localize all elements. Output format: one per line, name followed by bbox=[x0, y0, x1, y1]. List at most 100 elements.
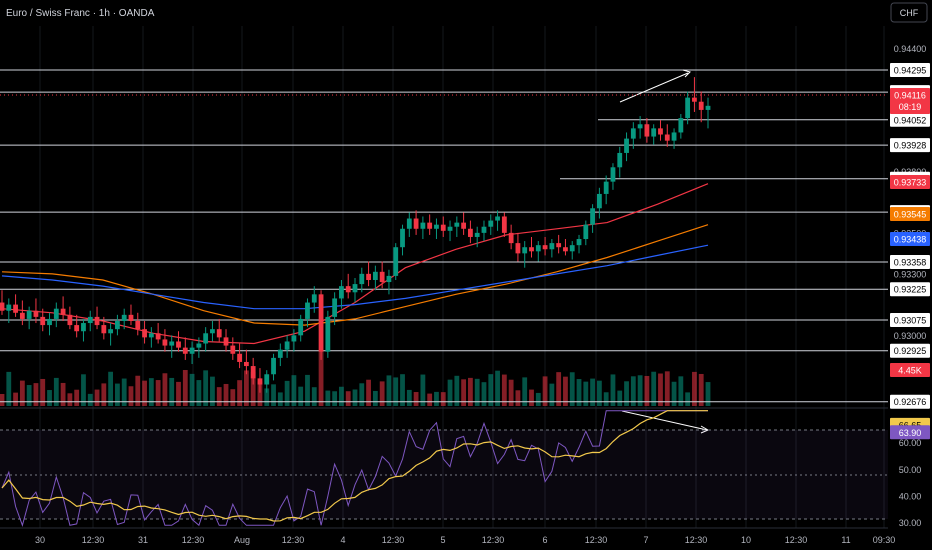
candle-body[interactable] bbox=[366, 273, 371, 280]
candle-body[interactable] bbox=[311, 294, 317, 303]
candle-body[interactable] bbox=[142, 329, 147, 338]
candle-body[interactable] bbox=[501, 216, 507, 233]
candle-body[interactable] bbox=[583, 224, 589, 240]
candle-body[interactable] bbox=[216, 329, 222, 338]
candle-body[interactable] bbox=[230, 345, 236, 354]
candle-body[interactable] bbox=[359, 273, 365, 285]
candle-body[interactable] bbox=[345, 286, 351, 293]
candle-body[interactable] bbox=[440, 224, 446, 231]
candle-body[interactable] bbox=[81, 323, 86, 332]
candle-body[interactable] bbox=[19, 312, 25, 319]
candle-body[interactable] bbox=[250, 366, 256, 379]
rsi-pane[interactable] bbox=[0, 407, 888, 527]
candle-body[interactable] bbox=[576, 239, 582, 246]
candle-body[interactable] bbox=[495, 216, 500, 221]
candle-body[interactable] bbox=[563, 247, 568, 252]
candle-body[interactable] bbox=[339, 286, 344, 299]
candle-body[interactable] bbox=[372, 271, 378, 280]
candle-body[interactable] bbox=[658, 128, 663, 135]
candle-body[interactable] bbox=[74, 325, 80, 332]
candle-body[interactable] bbox=[155, 333, 161, 340]
candle-body[interactable] bbox=[624, 138, 629, 153]
candle-body[interactable] bbox=[603, 181, 609, 194]
candle-body[interactable] bbox=[400, 228, 405, 248]
candle-body[interactable] bbox=[596, 193, 602, 209]
candle-body[interactable] bbox=[508, 232, 514, 244]
candle-body[interactable] bbox=[13, 304, 18, 313]
candle-body[interactable] bbox=[379, 271, 385, 283]
candle-body[interactable] bbox=[94, 316, 100, 326]
candle-body[interactable] bbox=[182, 347, 188, 354]
candle-body[interactable] bbox=[33, 310, 39, 317]
candle-body[interactable] bbox=[277, 349, 283, 358]
candle-body[interactable] bbox=[6, 304, 12, 311]
candle-body[interactable] bbox=[617, 152, 623, 168]
candle-body[interactable] bbox=[210, 329, 215, 334]
candle-body[interactable] bbox=[284, 341, 290, 350]
candle-body[interactable] bbox=[420, 222, 426, 229]
candle-body[interactable] bbox=[291, 335, 297, 342]
trend-arrow-price[interactable] bbox=[619, 72, 689, 103]
candle-body[interactable] bbox=[53, 308, 59, 319]
candle-body[interactable] bbox=[305, 302, 310, 319]
candle-body[interactable] bbox=[468, 228, 473, 237]
candle-body[interactable] bbox=[203, 333, 209, 344]
candle-body[interactable] bbox=[569, 245, 575, 252]
candle-body[interactable] bbox=[318, 294, 324, 352]
candle-body[interactable] bbox=[590, 208, 595, 225]
candle-body[interactable] bbox=[454, 222, 460, 227]
candle-body[interactable] bbox=[67, 314, 73, 326]
candles[interactable] bbox=[0, 77, 711, 393]
candle-body[interactable] bbox=[176, 341, 181, 348]
candle-body[interactable] bbox=[325, 316, 331, 352]
candle-body[interactable] bbox=[542, 245, 548, 250]
candle-body[interactable] bbox=[169, 341, 175, 346]
candle-body[interactable] bbox=[556, 243, 562, 248]
candle-body[interactable] bbox=[461, 222, 467, 229]
candle-body[interactable] bbox=[692, 97, 697, 102]
candle-body[interactable] bbox=[264, 374, 270, 385]
candle-body[interactable] bbox=[644, 124, 650, 137]
candle-body[interactable] bbox=[237, 353, 242, 362]
candle-body[interactable] bbox=[108, 329, 114, 334]
candle-body[interactable] bbox=[610, 167, 616, 182]
candle-body[interactable] bbox=[637, 124, 643, 129]
candle-body[interactable] bbox=[243, 361, 249, 367]
candle-body[interactable] bbox=[87, 316, 93, 324]
candle-body[interactable] bbox=[47, 318, 52, 326]
candle-body[interactable] bbox=[529, 247, 534, 252]
candle-body[interactable] bbox=[352, 284, 358, 293]
candle-body[interactable] bbox=[26, 310, 32, 319]
candle-body[interactable] bbox=[522, 247, 528, 254]
candle-body[interactable] bbox=[60, 308, 66, 315]
candle-body[interactable] bbox=[698, 101, 704, 110]
candle-body[interactable] bbox=[515, 243, 521, 254]
candle-body[interactable] bbox=[481, 226, 487, 233]
candle-body[interactable] bbox=[406, 218, 412, 229]
candle-body[interactable] bbox=[434, 224, 439, 229]
candle-body[interactable] bbox=[121, 314, 127, 321]
candle-body[interactable] bbox=[630, 128, 636, 139]
candle-body[interactable] bbox=[474, 232, 480, 237]
candle-body[interactable] bbox=[223, 337, 229, 346]
candle-body[interactable] bbox=[135, 320, 141, 330]
candle-body[interactable] bbox=[678, 118, 684, 133]
candle-body[interactable] bbox=[413, 218, 419, 229]
candle-body[interactable] bbox=[332, 298, 338, 317]
candle-body[interactable] bbox=[685, 97, 691, 119]
candle-body[interactable] bbox=[386, 275, 392, 283]
candle-body[interactable] bbox=[535, 245, 541, 252]
candle-body[interactable] bbox=[196, 343, 202, 348]
candle-body[interactable] bbox=[427, 222, 433, 229]
currency-button[interactable]: CHF bbox=[890, 2, 928, 23]
candle-body[interactable] bbox=[298, 318, 304, 336]
trend-arrow-rsi[interactable] bbox=[621, 410, 708, 431]
candle-body[interactable] bbox=[189, 347, 195, 354]
candle-body[interactable] bbox=[447, 226, 453, 231]
candle-body[interactable] bbox=[101, 325, 107, 334]
candle-body[interactable] bbox=[651, 128, 657, 137]
candle-body[interactable] bbox=[664, 134, 670, 141]
candle-body[interactable] bbox=[0, 302, 5, 311]
candle-body[interactable] bbox=[549, 243, 555, 250]
